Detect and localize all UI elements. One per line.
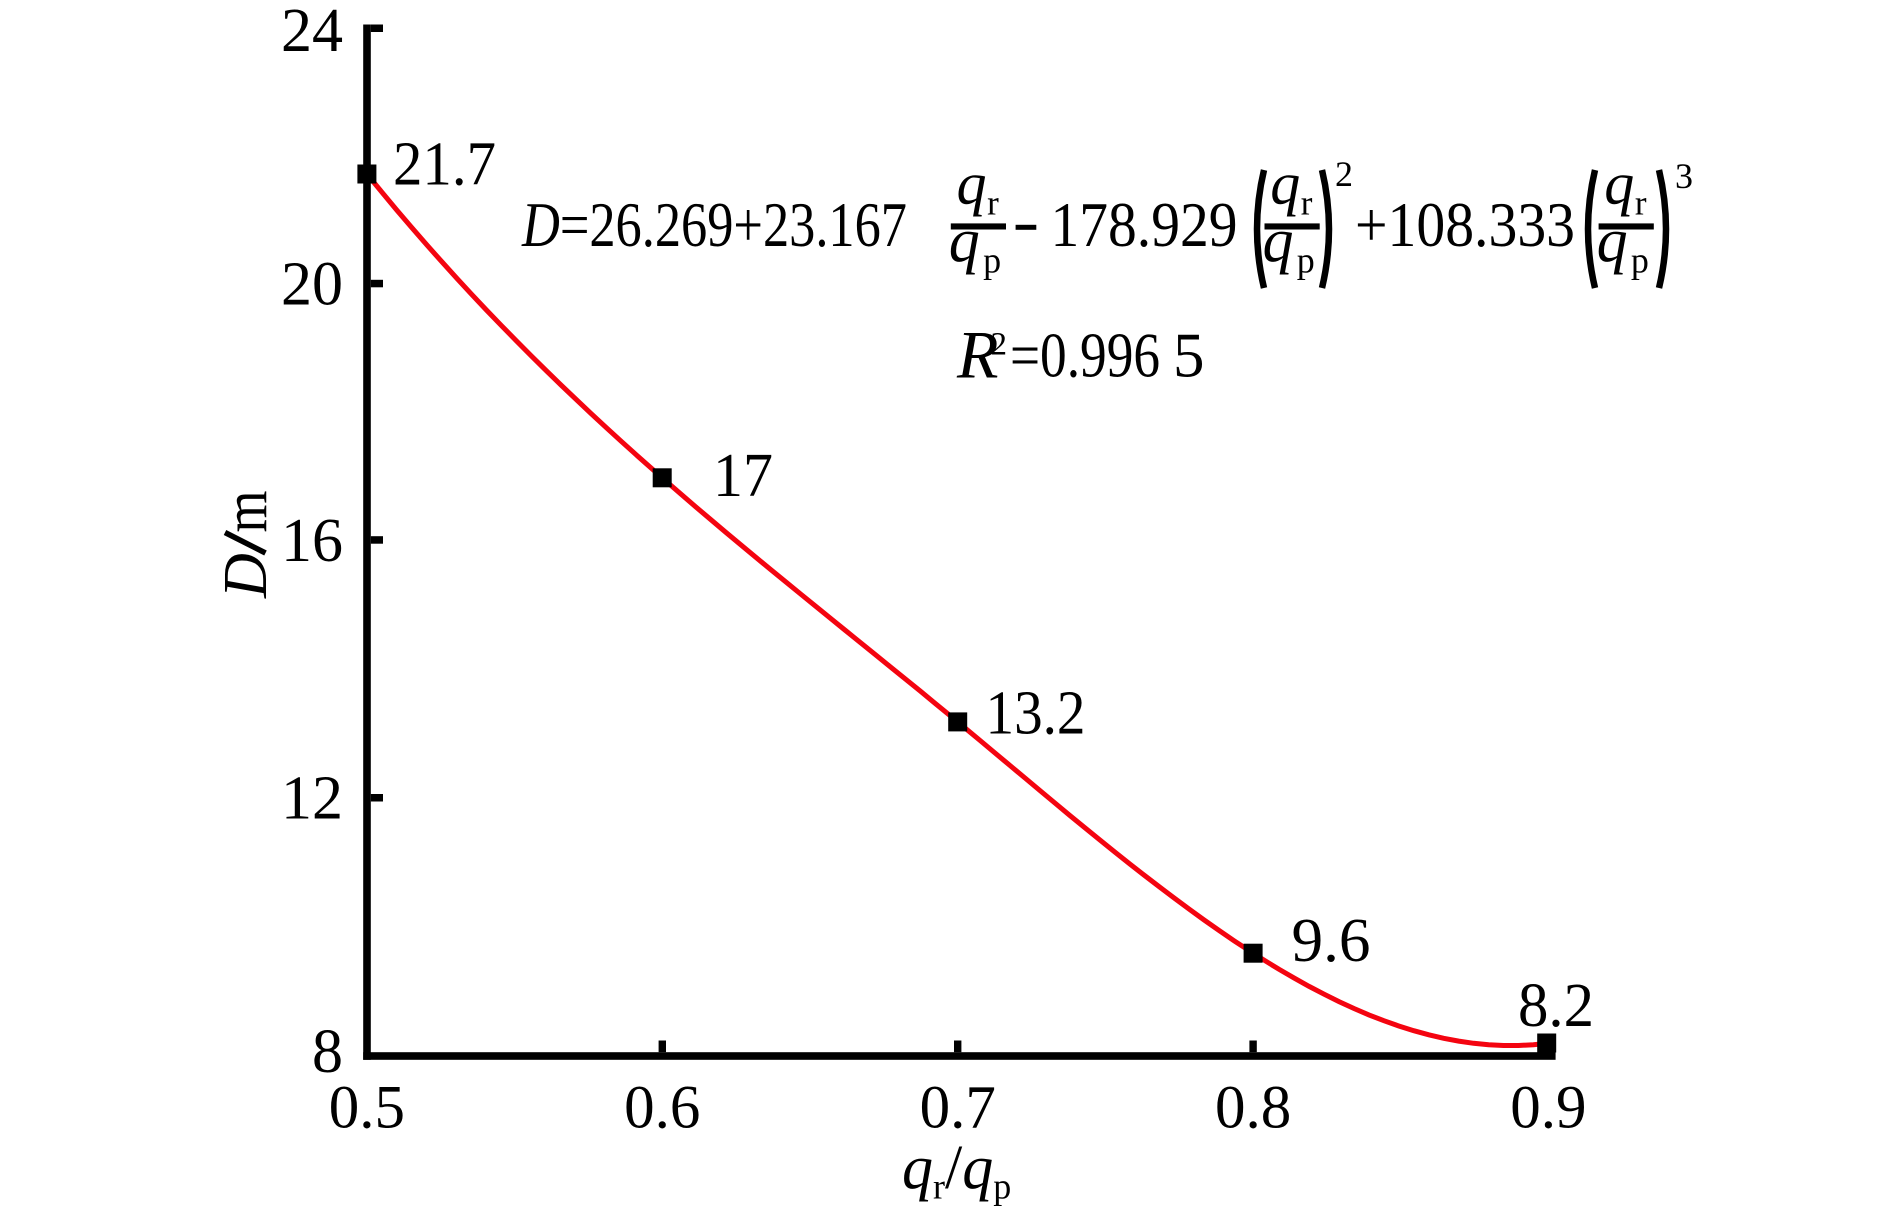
svg-text:q: q [1270, 150, 1300, 216]
svg-text:R: R [956, 317, 999, 393]
svg-text:0.6: 0.6 [624, 1075, 700, 1142]
svg-text:17: 17 [713, 442, 773, 510]
svg-text:8: 8 [312, 1018, 343, 1086]
svg-text:8.2: 8.2 [1518, 972, 1594, 1040]
svg-text:0.8: 0.8 [1215, 1075, 1291, 1142]
svg-text:24: 24 [281, 0, 343, 65]
svg-text:q: q [1597, 207, 1628, 275]
svg-text:2: 2 [1335, 154, 1353, 194]
svg-text:q: q [1263, 207, 1294, 275]
svg-text:r: r [987, 184, 999, 223]
svg-text:m: m [212, 491, 280, 533]
svg-text:D: D [212, 553, 280, 599]
svg-text:D=26.269+23.167: D=26.269+23.167 [521, 190, 907, 260]
svg-text:=0.996: =0.996 [1010, 321, 1160, 391]
svg-text:p: p [1297, 241, 1315, 281]
svg-text:qr/qp: qr/qp [902, 1134, 1011, 1207]
svg-text:9.6: 9.6 [1292, 907, 1371, 975]
svg-text:r: r [1635, 184, 1647, 223]
svg-text:20: 20 [281, 250, 343, 318]
svg-text:0.7: 0.7 [920, 1075, 996, 1142]
svg-text:12: 12 [281, 765, 343, 833]
svg-text:178.929: 178.929 [1051, 190, 1238, 260]
svg-text:0.9: 0.9 [1510, 1075, 1586, 1142]
svg-text:+108.333: +108.333 [1355, 190, 1575, 260]
svg-text:5: 5 [1173, 321, 1205, 391]
svg-text:q: q [957, 150, 987, 216]
svg-text:p: p [983, 241, 1001, 281]
svg-text:13.2: 13.2 [986, 680, 1086, 748]
svg-text:q: q [1604, 150, 1634, 216]
svg-text:0.5: 0.5 [329, 1075, 405, 1142]
svg-text:21.7: 21.7 [393, 131, 496, 199]
svg-text:16: 16 [281, 507, 343, 575]
svg-text:p: p [1631, 241, 1649, 281]
svg-text:2: 2 [991, 327, 1008, 363]
svg-text:r: r [1301, 184, 1313, 223]
svg-text:3: 3 [1675, 156, 1693, 196]
svg-text:q: q [949, 207, 980, 275]
